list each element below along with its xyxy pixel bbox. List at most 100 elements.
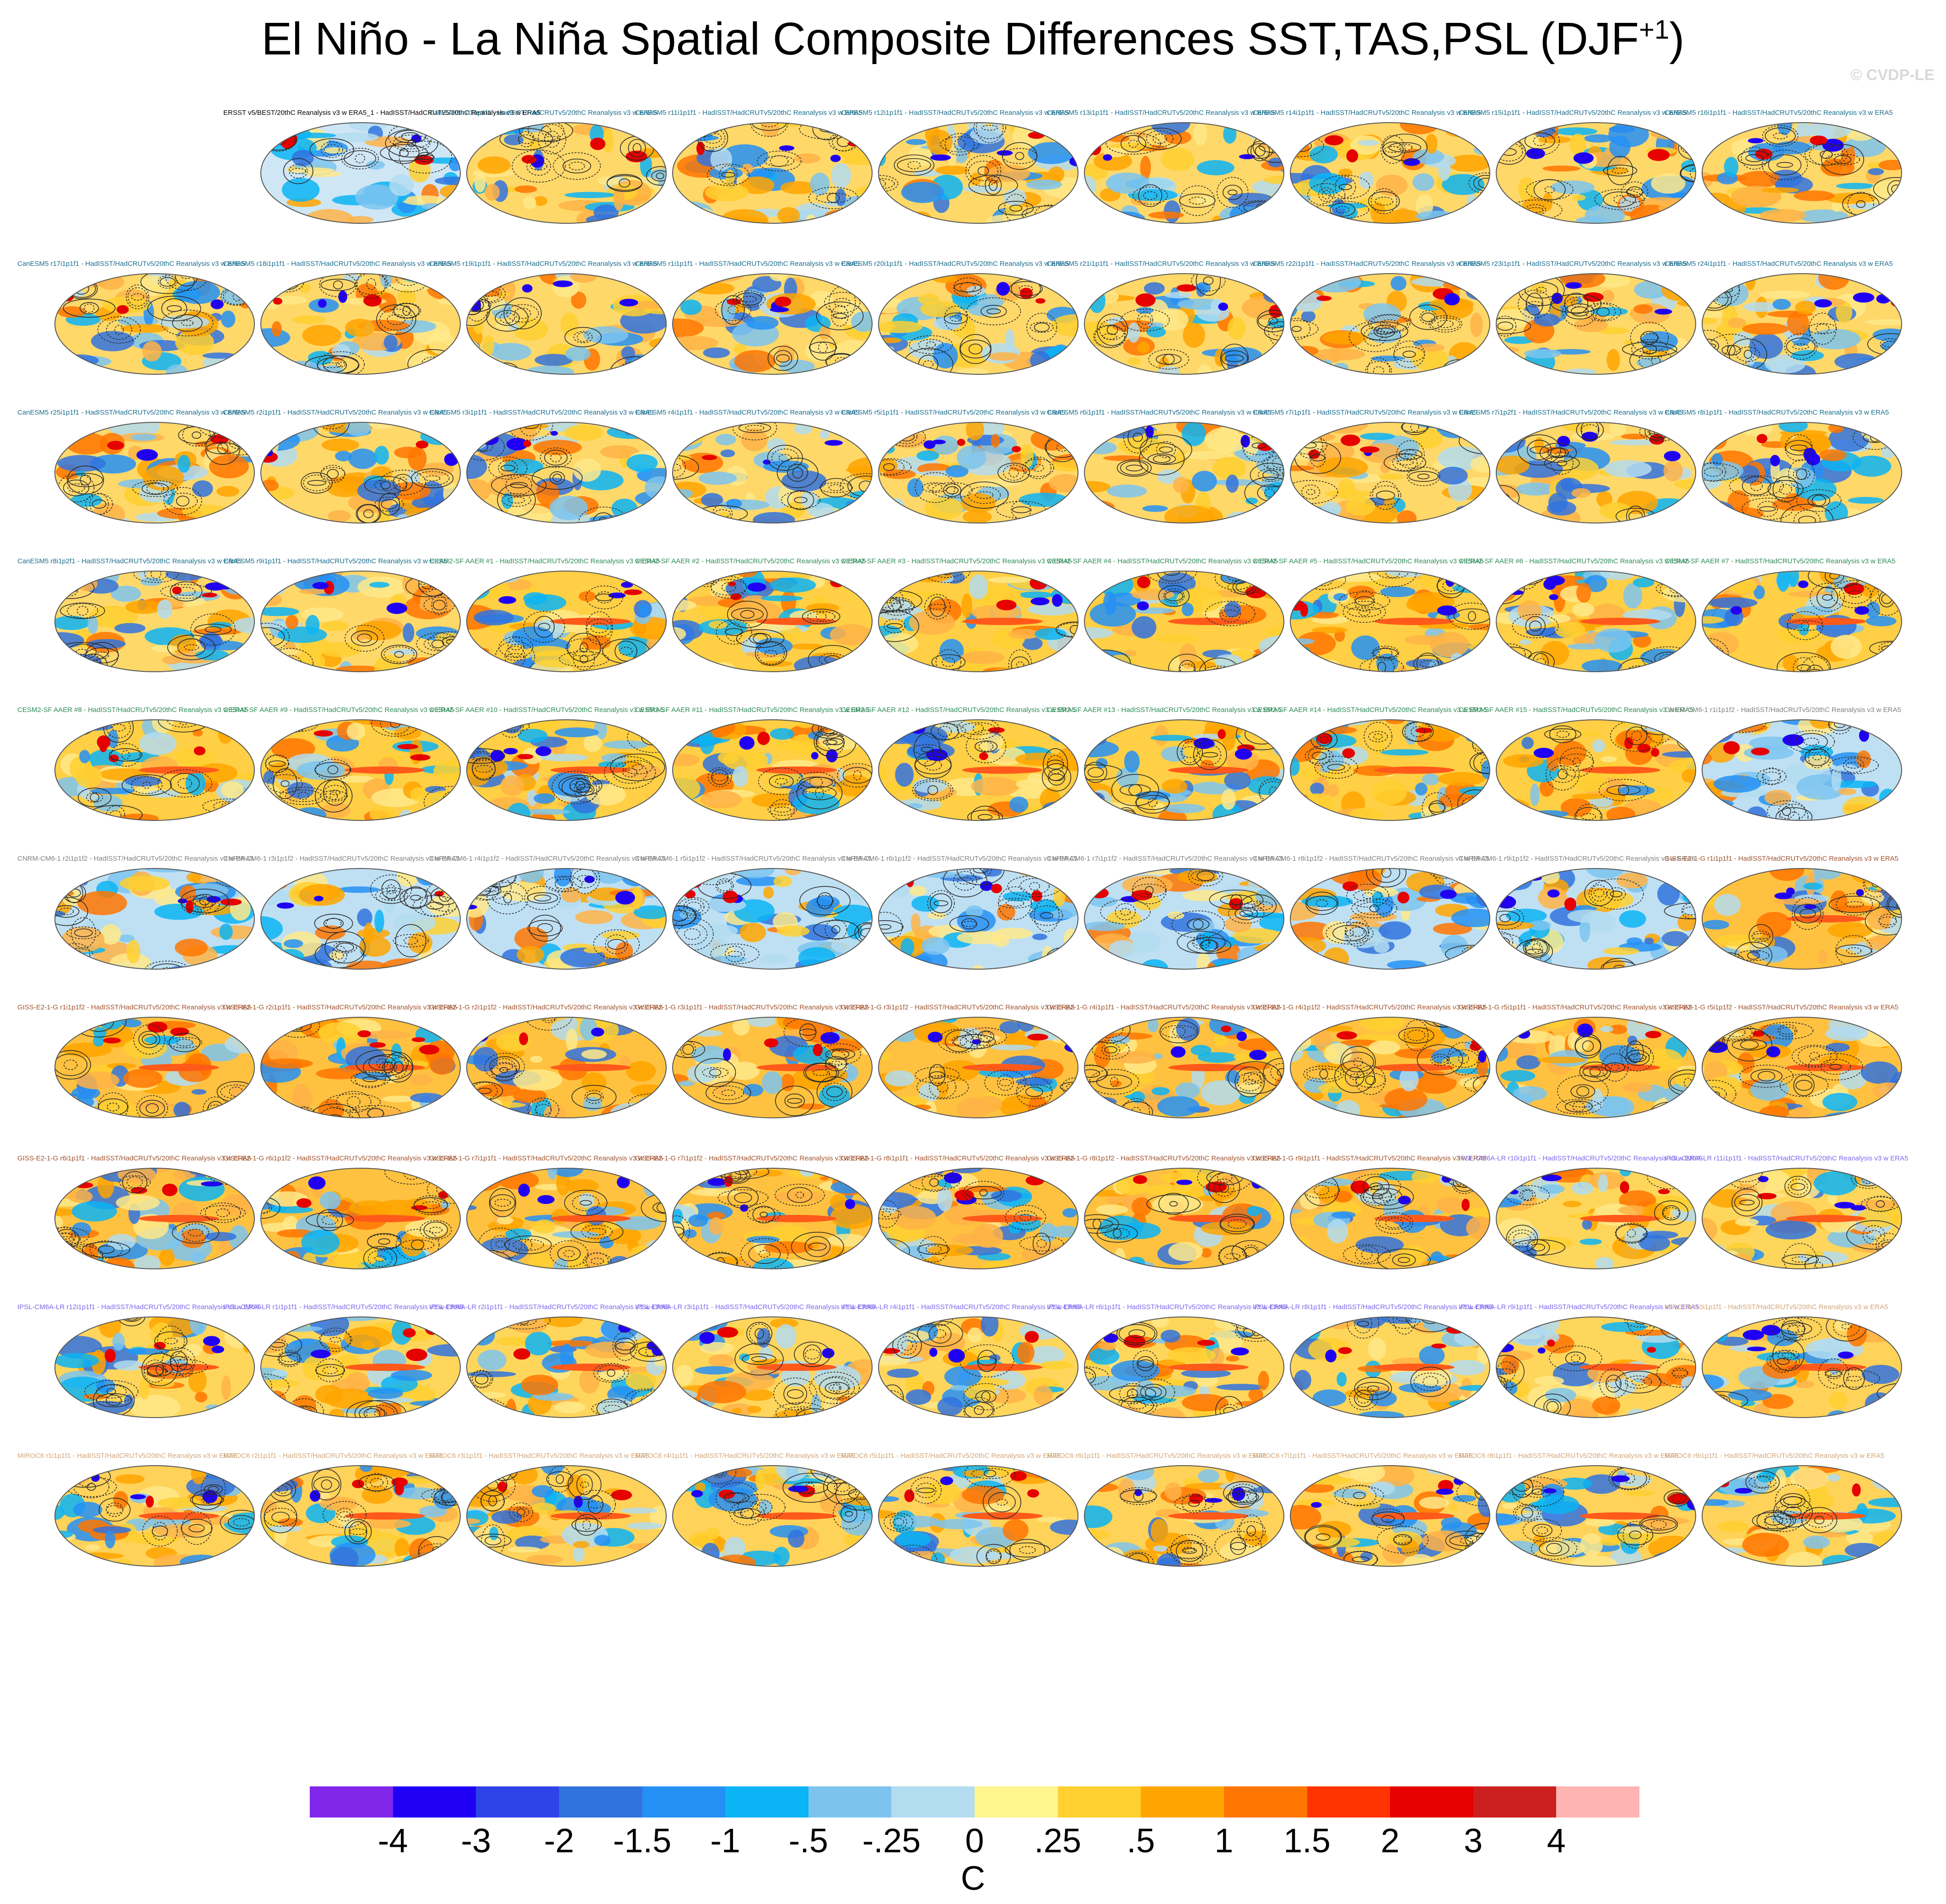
psl-contour [641,728,665,746]
anomaly-blob [1610,439,1660,446]
anomaly-blob [1405,635,1444,645]
panel-label: CESM2-SF AAER #12 - HadISST/HadCRUTv5/20… [841,706,1076,714]
psl-contour [1741,146,1768,170]
psl-contour [928,604,947,610]
anomaly-blob [1183,322,1205,348]
psl-contour [978,741,994,752]
psl-contour [1625,665,1651,672]
anomaly-blob [514,185,537,193]
anomaly-blob [389,482,431,500]
anomaly-blob [1871,809,1897,818]
anomaly-blob [1351,635,1380,660]
anomaly-blob [906,139,927,145]
robinson-map [1290,422,1490,523]
psl-contour [827,738,843,745]
psl-contour [1367,357,1391,374]
anomaly-blob [1372,891,1384,909]
anomaly-blob [570,274,597,283]
strong-anomaly [442,884,460,895]
anomaly-blob [1212,457,1246,480]
psl-contour [106,720,131,739]
psl-contour [1792,897,1824,930]
psl-contour [673,215,699,223]
anomaly-blob [274,205,286,215]
psl-contour [540,1017,558,1021]
robinson-map [672,571,873,672]
anomaly-blob [374,909,384,933]
anomaly-blob [1868,168,1884,175]
anomaly-blob [1028,142,1075,164]
anomaly-blob [1089,896,1117,907]
psl-contour [1153,134,1167,144]
psl-contour [1373,733,1383,740]
anomaly-blob [1290,874,1320,883]
anomaly-blob [700,924,738,938]
psl-contour [1779,804,1809,820]
anomaly-blob [728,1062,760,1080]
map-panel: CESM2-SF AAER #2 - HadISST/HadCRUTv5/20t… [635,557,873,674]
anomaly-blob [1516,1055,1541,1069]
psl-contour [1381,868,1391,878]
anomaly-blob [636,1017,655,1029]
psl-contour [1496,315,1516,337]
anomaly-blob [677,1023,689,1037]
psl-contour [1836,944,1872,957]
anomaly-blob [886,501,899,518]
anomaly-blob [849,868,871,886]
psl-contour [802,609,841,625]
strong-anomaly [553,280,573,287]
anomaly-blob [741,163,754,174]
psl-contour [1163,588,1185,604]
psl-contour [55,1050,91,1080]
anomaly-blob [403,623,415,642]
psl-contour [1458,1053,1469,1064]
anomaly-blob [1181,603,1194,616]
psl-contour [411,468,454,489]
psl-contour [538,124,566,155]
anomaly-blob [244,280,254,306]
psl-contour [1084,795,1089,803]
anomaly-blob [114,623,146,634]
psl-contour [1181,741,1198,763]
psl-contour [953,277,982,297]
psl-contour [574,777,597,803]
psl-contour [828,484,844,491]
psl-contour [329,792,338,800]
psl-contour [74,928,93,937]
anomaly-blob [263,1058,313,1069]
psl-contour [1795,733,1828,750]
psl-contour [1618,784,1629,796]
anomaly-blob [1446,155,1490,172]
anomaly-blob [1874,354,1898,367]
anomaly-blob [484,123,498,135]
anomaly-blob [1184,451,1234,460]
psl-contour [1756,768,1787,785]
anomaly-blob [1124,750,1140,773]
psl-contour [161,298,187,319]
anomaly-blob [1094,274,1128,289]
psl-contour [604,756,656,789]
psl-contour [825,1048,855,1060]
strong-anomaly [728,581,736,587]
anomaly-blob [62,1042,112,1057]
anomaly-blob [1733,332,1754,346]
anomaly-blob [850,868,872,881]
anomaly-blob [527,790,538,806]
anomaly-blob [841,157,872,165]
psl-contour [537,923,553,933]
psl-contour [142,782,151,789]
psl-contour [1828,756,1879,774]
psl-contour [527,892,558,904]
psl-contour [799,886,851,916]
psl-contour [1776,652,1831,672]
psl-contour [1762,150,1808,180]
psl-contour [55,953,89,969]
anomaly-blob [1128,422,1141,426]
psl-contour [538,623,550,631]
psl-contour [55,905,80,918]
psl-contour [1146,130,1174,147]
psl-contour [133,1024,166,1055]
anomaly-blob [1148,211,1184,219]
panel-label: CNRM-CM6-1 r9i1p1f2 - HadISST/HadCRUTv5/… [1459,855,1695,863]
psl-contour [181,320,194,326]
